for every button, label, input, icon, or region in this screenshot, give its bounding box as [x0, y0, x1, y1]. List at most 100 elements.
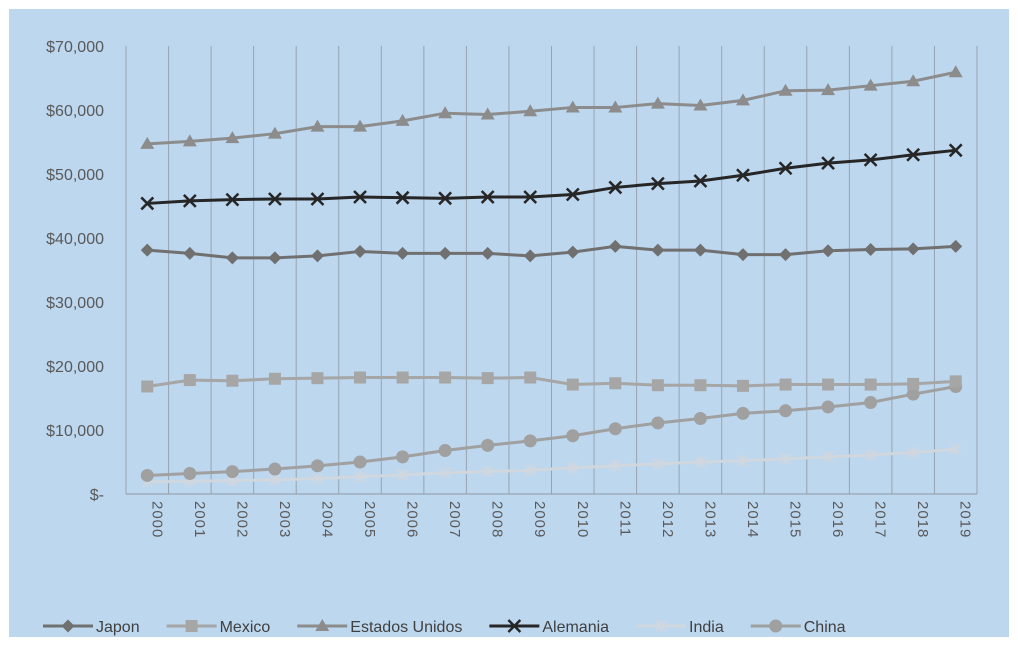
data-point-mexico — [949, 375, 962, 388]
data-point-estados-unidos — [523, 104, 538, 117]
data-point-alemania — [906, 147, 921, 162]
data-point-china — [608, 422, 622, 436]
data-point-mexico — [736, 379, 749, 392]
data-point-china — [736, 406, 750, 420]
legend: Japon Mexico Estados Unidos Alemania India Ch… — [43, 619, 846, 636]
data-point-alemania — [523, 190, 538, 204]
data-point-china — [523, 434, 537, 448]
data-point-mexico — [779, 378, 792, 391]
data-point-alemania — [778, 161, 793, 176]
x-tick-label: 2019 — [957, 501, 974, 538]
series-line-china — [147, 385, 956, 477]
legend-label: Estados Unidos — [350, 619, 462, 636]
data-point-india — [652, 457, 664, 470]
data-point-china — [310, 459, 324, 473]
data-point-china — [864, 395, 878, 409]
data-point-alemania — [736, 168, 750, 183]
data-point-mexico — [439, 371, 452, 384]
data-point-japon — [225, 251, 239, 265]
data-point-alemania — [140, 196, 155, 211]
data-point-alemania — [480, 190, 495, 204]
legend-marker — [507, 619, 522, 633]
legend-label: China — [804, 619, 846, 636]
data-point-japon — [693, 243, 707, 257]
chart-area: $- $10,000 $20,000 $30,000 $40,000 $50,000 $60… — [9, 9, 1009, 637]
x-tick-label: 2009 — [531, 501, 548, 538]
data-point-alemania — [821, 156, 835, 171]
legend-item-china: China — [750, 619, 846, 636]
data-point-estados-unidos — [650, 96, 665, 109]
data-point-japon — [183, 246, 197, 260]
legend-marker — [769, 619, 783, 633]
data-point-india — [779, 452, 792, 465]
data-point-alemania — [310, 192, 325, 206]
series-line-japon — [147, 244, 956, 260]
data-point-estados-unidos — [353, 119, 368, 132]
data-point-mexico — [268, 372, 281, 385]
series-line-mexico — [147, 376, 956, 388]
legend-label: Mexico — [220, 619, 271, 636]
x-tick-label: 2015 — [787, 501, 804, 538]
data-point-china — [438, 443, 452, 457]
data-point-india — [439, 466, 451, 479]
data-point-japon — [396, 246, 410, 260]
data-point-mexico — [524, 371, 537, 384]
data-point-china — [140, 468, 154, 482]
legend-item-alemania: Alemania — [489, 619, 609, 636]
x-tick-label: 2004 — [318, 501, 335, 538]
data-point-alemania — [225, 192, 240, 207]
data-point-estados-unidos — [310, 119, 325, 132]
legend-marker — [61, 619, 75, 633]
data-point-india — [269, 473, 281, 486]
data-point-alemania — [268, 192, 282, 206]
data-point-estados-unidos — [225, 131, 240, 144]
data-point-estados-unidos — [821, 83, 836, 96]
data-point-estados-unidos — [906, 74, 921, 87]
legend-label: Alemania — [542, 619, 609, 636]
data-point-china — [396, 450, 410, 464]
x-tick-label: 2017 — [872, 501, 889, 538]
y-tick-label: $70,000 — [46, 39, 104, 56]
data-point-japon — [310, 249, 324, 263]
y-tick-label: $20,000 — [46, 359, 104, 376]
y-tick-label: $60,000 — [46, 103, 104, 120]
data-point-china — [779, 404, 793, 418]
data-point-alemania — [948, 143, 963, 158]
y-tick-label: $40,000 — [46, 231, 104, 248]
x-tick-label: 2001 — [191, 501, 208, 538]
data-point-mexico — [566, 378, 579, 391]
data-point-china — [225, 465, 239, 479]
data-point-mexico — [226, 374, 239, 387]
data-point-estados-unidos — [948, 65, 963, 78]
data-point-china — [566, 429, 580, 443]
data-point-china — [651, 416, 665, 430]
data-point-japon — [353, 244, 367, 258]
series-group — [140, 65, 963, 488]
data-point-estados-unidos — [693, 98, 708, 111]
data-point-china — [268, 462, 282, 476]
data-point-japon — [949, 239, 963, 253]
data-point-china — [906, 387, 920, 401]
data-point-mexico — [396, 371, 409, 384]
x-tick-label: 2008 — [489, 501, 506, 538]
y-tick-label: $30,000 — [46, 295, 104, 312]
data-point-mexico — [694, 379, 707, 392]
data-point-japon — [864, 243, 878, 257]
data-point-mexico — [907, 377, 920, 390]
data-point-china — [353, 455, 367, 469]
data-point-japon — [608, 239, 622, 253]
data-point-japon — [906, 242, 920, 256]
x-tick-label: 2012 — [659, 501, 676, 538]
data-point-india — [609, 459, 621, 472]
data-point-mexico — [311, 372, 324, 385]
y-tick-label: $- — [90, 487, 104, 504]
x-tick-label: 2002 — [233, 501, 250, 538]
x-tick-label: 2016 — [829, 501, 846, 538]
legend-marker — [655, 620, 667, 632]
line-chart: $- $10,000 $20,000 $30,000 $40,000 $50,000 $60… — [43, 39, 978, 636]
x-tick-label: 2014 — [744, 501, 761, 538]
legend-item-estados-unidos: Estados Unidos — [297, 619, 462, 636]
data-point-india — [354, 470, 366, 483]
data-point-mexico — [651, 379, 664, 392]
series-line-estados-unidos — [147, 70, 957, 146]
